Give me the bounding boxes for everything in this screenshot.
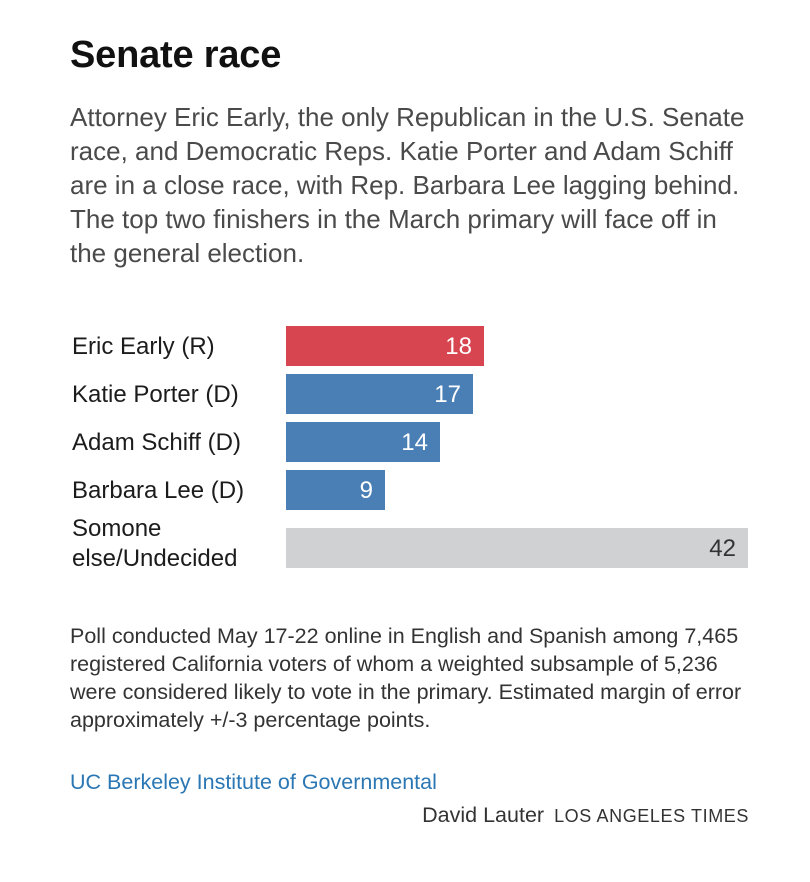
bar (286, 528, 748, 568)
chart-title: Senate race (70, 34, 282, 76)
source-link[interactable]: UC Berkeley Institute of Governmental (70, 770, 437, 794)
bar-value-label: 18 (445, 333, 472, 360)
chart-subtitle: Attorney Eric Early, the only Republican… (70, 102, 745, 268)
bar-value-label: 42 (709, 535, 736, 562)
category-label: Somone else/Undecided (72, 515, 237, 572)
bar-chart: Eric Early (R) 18 Katie Porter (D) 17 Adam S… (72, 326, 748, 572)
category-label: Katie Porter (D) (72, 381, 239, 408)
bar (286, 422, 440, 462)
credit-author: David Lauter (422, 803, 545, 827)
category-label: Eric Early (R) (72, 333, 215, 360)
bar-value-label: 17 (434, 381, 461, 408)
category-label: Adam Schiff (D) (72, 429, 241, 456)
bar-value-label: 14 (401, 429, 428, 456)
bar (286, 326, 484, 366)
credit-line: David Lauter LOS ANGELES TIMES (422, 803, 749, 828)
bar (286, 470, 385, 510)
methodology-note: Poll conducted May 17-22 online in Engli… (70, 624, 742, 732)
category-label: Barbara Lee (D) (72, 477, 244, 504)
bar-value-label: 9 (360, 477, 373, 504)
credit-org: LOS ANGELES TIMES (554, 806, 749, 826)
bar (286, 374, 473, 414)
